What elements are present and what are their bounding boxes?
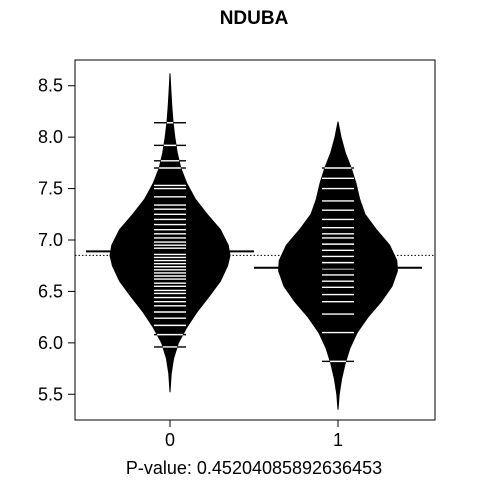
bean-group-1 (254, 121, 422, 410)
x-tick-label: 0 (165, 430, 175, 450)
y-tick-label: 8.5 (38, 76, 63, 96)
p-value-label: P-value: 0.45204085892636453 (126, 458, 382, 478)
bean-shape (278, 121, 398, 410)
plot-frame (74, 59, 436, 421)
y-tick-label: 6.5 (38, 281, 63, 301)
plot-area (75, 73, 435, 410)
bean-shape (109, 73, 231, 393)
y-tick-label: 8.0 (38, 127, 63, 147)
chart-title: NDUBA (220, 8, 289, 29)
y-tick-label: 7.0 (38, 230, 63, 250)
axes: 5.5 6.0 6.5 7.0 7.5 8.0 8.5 0 1 (38, 76, 343, 450)
y-tick-label: 6.0 (38, 333, 63, 353)
y-tick-label: 7.5 (38, 179, 63, 199)
bean-group-0 (86, 73, 254, 393)
y-tick-label: 5.5 (38, 384, 63, 404)
x-tick-label: 1 (333, 430, 343, 450)
